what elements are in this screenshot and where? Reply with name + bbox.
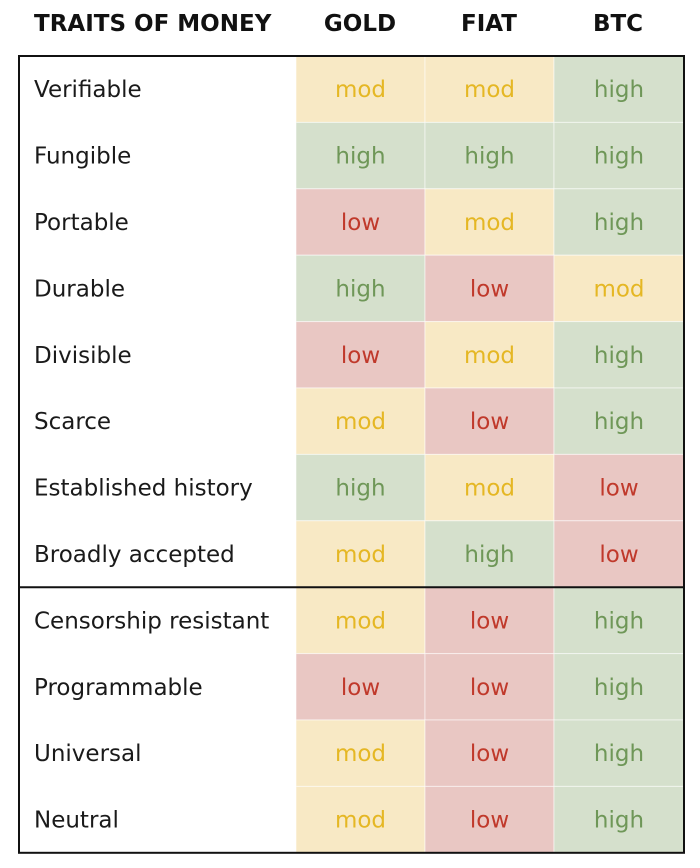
cell-mod bbox=[553, 254, 685, 323]
cell-value: mod bbox=[335, 542, 386, 568]
cell-mod bbox=[295, 719, 426, 787]
cell-value: mod bbox=[335, 77, 386, 103]
cell-value: mod bbox=[464, 343, 515, 369]
row-label: Established history bbox=[34, 476, 253, 502]
cell-value: high bbox=[594, 210, 644, 236]
cell-low bbox=[553, 453, 685, 522]
cell-value: low bbox=[341, 675, 380, 701]
row-label: Neutral bbox=[34, 808, 119, 834]
row-label: Censorship resistant bbox=[34, 608, 269, 634]
cell-value: high bbox=[594, 741, 644, 767]
cell-mod bbox=[424, 188, 555, 256]
column-header-btc: BTC bbox=[593, 11, 643, 37]
cell-value: low bbox=[599, 542, 638, 568]
cell-value: low bbox=[470, 741, 509, 767]
cell-value: high bbox=[594, 77, 644, 103]
cell-value: mod bbox=[335, 409, 386, 435]
cell-value: mod bbox=[464, 476, 515, 502]
cell-high bbox=[424, 121, 555, 190]
row-label: Broadly accepted bbox=[34, 542, 235, 568]
cell-mod bbox=[424, 55, 555, 123]
cell-value: mod bbox=[593, 276, 644, 302]
row-label: Universal bbox=[34, 741, 142, 767]
table-border bbox=[18, 55, 685, 854]
row-label: Scarce bbox=[34, 409, 111, 435]
cell-high bbox=[553, 321, 685, 389]
cell-value: high bbox=[335, 476, 385, 502]
cell-value: high bbox=[464, 542, 514, 568]
cell-mod bbox=[295, 520, 426, 588]
cells-layer bbox=[295, 55, 685, 854]
cell-value: high bbox=[594, 409, 644, 435]
column-header-fiat: FIAT bbox=[461, 11, 517, 37]
row-label: Fungible bbox=[34, 144, 131, 170]
cell-value: high bbox=[594, 608, 644, 634]
cell-value: high bbox=[594, 144, 644, 170]
table-title: TRAITS OF MONEY bbox=[34, 11, 272, 37]
row-label: Portable bbox=[34, 210, 129, 236]
border-layer bbox=[18, 55, 685, 854]
cell-high bbox=[295, 121, 426, 190]
cell-value: high bbox=[594, 808, 644, 834]
cell-value: low bbox=[341, 210, 380, 236]
cell-value: mod bbox=[335, 741, 386, 767]
row-label: Programmable bbox=[34, 675, 203, 701]
cell-value: low bbox=[599, 476, 638, 502]
cell-value: high bbox=[464, 144, 514, 170]
cell-high bbox=[553, 785, 685, 854]
cell-value: high bbox=[594, 675, 644, 701]
cell-mod bbox=[295, 55, 426, 123]
cell-high bbox=[295, 453, 426, 522]
cell-low bbox=[295, 653, 426, 721]
cell-high bbox=[553, 586, 685, 655]
row-label: Durable bbox=[34, 276, 125, 302]
cell-value: low bbox=[470, 608, 509, 634]
cell-high bbox=[553, 387, 685, 455]
cell-value: mod bbox=[464, 210, 515, 236]
row-label: Divisible bbox=[34, 343, 132, 369]
cell-low bbox=[424, 387, 555, 455]
cell-value: low bbox=[470, 276, 509, 302]
cell-high bbox=[553, 121, 685, 190]
cell-high bbox=[424, 520, 555, 588]
cell-value: high bbox=[335, 276, 385, 302]
cell-value: mod bbox=[335, 608, 386, 634]
cell-value: low bbox=[470, 675, 509, 701]
cell-low bbox=[295, 321, 426, 389]
cell-value: mod bbox=[464, 77, 515, 103]
text-layer: TRAITS OF MONEY GOLD FIAT BTC Verifiable… bbox=[34, 11, 645, 834]
cell-value: low bbox=[470, 808, 509, 834]
cell-value: mod bbox=[335, 808, 386, 834]
cell-high bbox=[295, 254, 426, 323]
cell-value: low bbox=[470, 409, 509, 435]
cell-mod bbox=[424, 453, 555, 522]
cell-low bbox=[424, 785, 555, 854]
cell-value: high bbox=[335, 144, 385, 170]
cell-mod bbox=[295, 387, 426, 455]
cell-value: low bbox=[341, 343, 380, 369]
cell-mod bbox=[295, 586, 426, 655]
cell-mod bbox=[424, 321, 555, 389]
row-label: Verifiable bbox=[34, 77, 142, 103]
cell-low bbox=[424, 653, 555, 721]
column-header-gold: GOLD bbox=[324, 11, 396, 37]
cell-value: high bbox=[594, 343, 644, 369]
